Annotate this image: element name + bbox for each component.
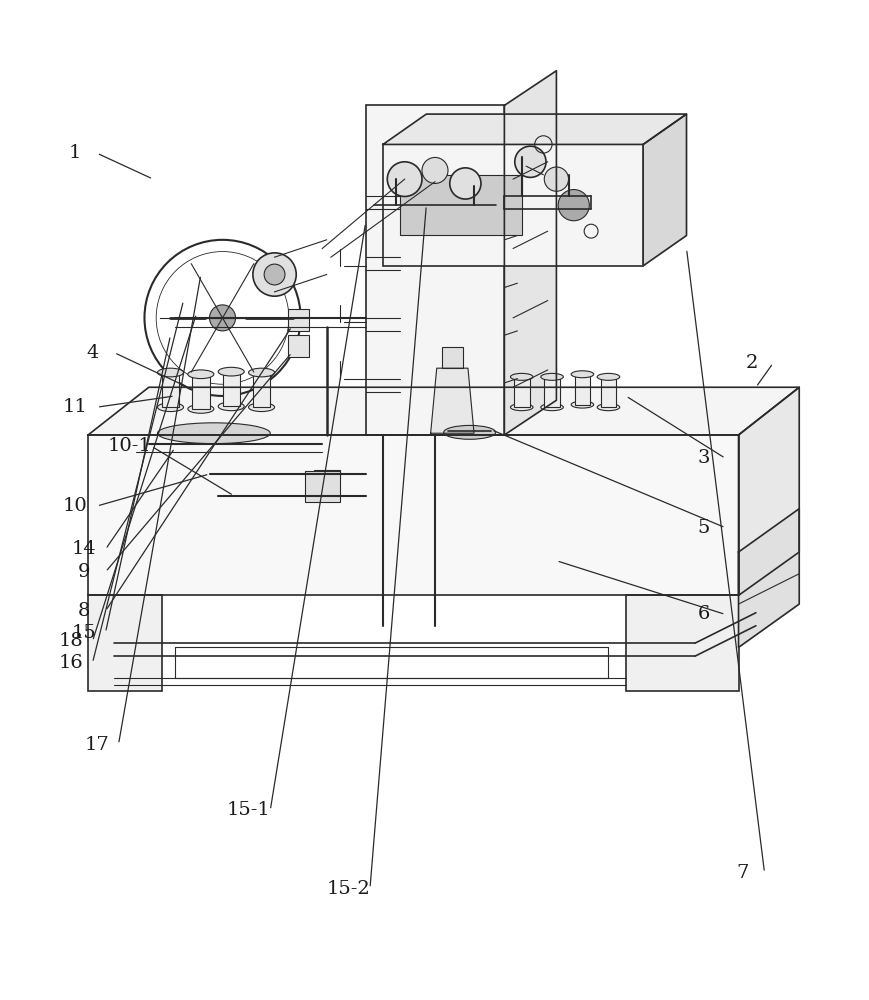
Text: 6: 6 — [697, 605, 709, 623]
Polygon shape — [88, 387, 799, 435]
Ellipse shape — [541, 373, 563, 380]
Bar — [544, 377, 560, 407]
Polygon shape — [382, 114, 686, 144]
Text: 3: 3 — [697, 449, 709, 467]
Bar — [88, 595, 162, 691]
Circle shape — [421, 157, 448, 183]
Circle shape — [387, 162, 421, 196]
Ellipse shape — [188, 370, 214, 379]
Polygon shape — [738, 509, 799, 647]
Text: 14: 14 — [71, 540, 96, 558]
Text: 4: 4 — [86, 344, 98, 362]
Text: 15-1: 15-1 — [227, 801, 270, 819]
Text: 5: 5 — [697, 519, 709, 537]
Text: 17: 17 — [84, 736, 109, 754]
Text: 8: 8 — [77, 602, 90, 620]
Bar — [304, 471, 339, 502]
Bar — [441, 347, 462, 368]
Circle shape — [253, 253, 296, 296]
Bar — [288, 309, 308, 331]
Text: 15-2: 15-2 — [326, 880, 369, 898]
Text: 1: 1 — [69, 144, 81, 162]
Ellipse shape — [157, 368, 183, 377]
Bar — [313, 470, 339, 478]
Polygon shape — [738, 387, 799, 595]
Text: 10: 10 — [63, 497, 88, 515]
Circle shape — [449, 168, 481, 199]
Circle shape — [514, 146, 546, 177]
Polygon shape — [504, 71, 556, 435]
Bar — [288, 335, 308, 357]
Ellipse shape — [570, 371, 593, 378]
Ellipse shape — [541, 404, 563, 411]
Polygon shape — [430, 368, 474, 433]
Bar — [382, 144, 642, 266]
Bar — [574, 374, 589, 405]
Circle shape — [264, 264, 285, 285]
Bar — [253, 373, 270, 407]
Bar — [365, 105, 504, 435]
Text: 2: 2 — [745, 354, 757, 372]
Ellipse shape — [570, 401, 593, 408]
Ellipse shape — [596, 373, 619, 380]
Bar — [625, 595, 738, 691]
Bar — [222, 372, 240, 406]
Ellipse shape — [510, 373, 533, 380]
Ellipse shape — [218, 367, 244, 376]
Ellipse shape — [443, 425, 495, 439]
Ellipse shape — [157, 403, 183, 412]
Ellipse shape — [188, 405, 214, 413]
Text: 9: 9 — [77, 563, 90, 581]
Bar — [400, 175, 521, 235]
Circle shape — [209, 305, 235, 331]
Text: 16: 16 — [58, 654, 83, 672]
Text: 7: 7 — [736, 864, 748, 882]
Text: 10-1: 10-1 — [108, 437, 151, 455]
Bar — [600, 377, 615, 407]
Text: 11: 11 — [63, 398, 88, 416]
Ellipse shape — [249, 368, 275, 377]
Ellipse shape — [218, 402, 244, 411]
Text: 15: 15 — [71, 624, 96, 642]
Circle shape — [544, 167, 568, 191]
Ellipse shape — [249, 403, 275, 412]
Bar — [162, 373, 179, 407]
Circle shape — [558, 190, 588, 221]
Bar — [192, 374, 209, 409]
Ellipse shape — [157, 423, 270, 444]
Bar — [514, 377, 529, 407]
Ellipse shape — [510, 404, 533, 411]
Text: 18: 18 — [58, 632, 83, 650]
Polygon shape — [88, 435, 738, 595]
Polygon shape — [642, 114, 686, 266]
Ellipse shape — [596, 404, 619, 411]
